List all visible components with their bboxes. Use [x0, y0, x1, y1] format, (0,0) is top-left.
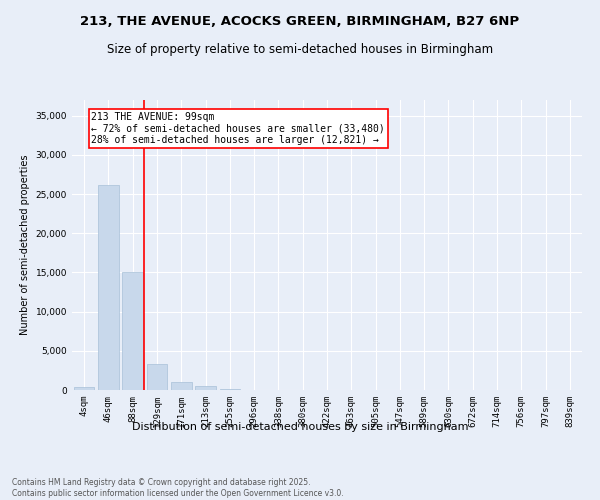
Text: 213, THE AVENUE, ACOCKS GREEN, BIRMINGHAM, B27 6NP: 213, THE AVENUE, ACOCKS GREEN, BIRMINGHA… — [80, 15, 520, 28]
Text: 213 THE AVENUE: 99sqm
← 72% of semi-detached houses are smaller (33,480)
28% of : 213 THE AVENUE: 99sqm ← 72% of semi-deta… — [91, 112, 385, 145]
Bar — [122, 272, 143, 390]
Bar — [195, 386, 216, 390]
Text: Contains HM Land Registry data © Crown copyright and database right 2025.
Contai: Contains HM Land Registry data © Crown c… — [12, 478, 344, 498]
Bar — [220, 389, 240, 390]
Bar — [74, 388, 94, 390]
Bar — [171, 382, 191, 390]
Text: Distribution of semi-detached houses by size in Birmingham: Distribution of semi-detached houses by … — [132, 422, 468, 432]
Bar — [98, 186, 119, 390]
Bar — [146, 364, 167, 390]
Y-axis label: Number of semi-detached properties: Number of semi-detached properties — [20, 155, 30, 336]
Text: Size of property relative to semi-detached houses in Birmingham: Size of property relative to semi-detach… — [107, 42, 493, 56]
